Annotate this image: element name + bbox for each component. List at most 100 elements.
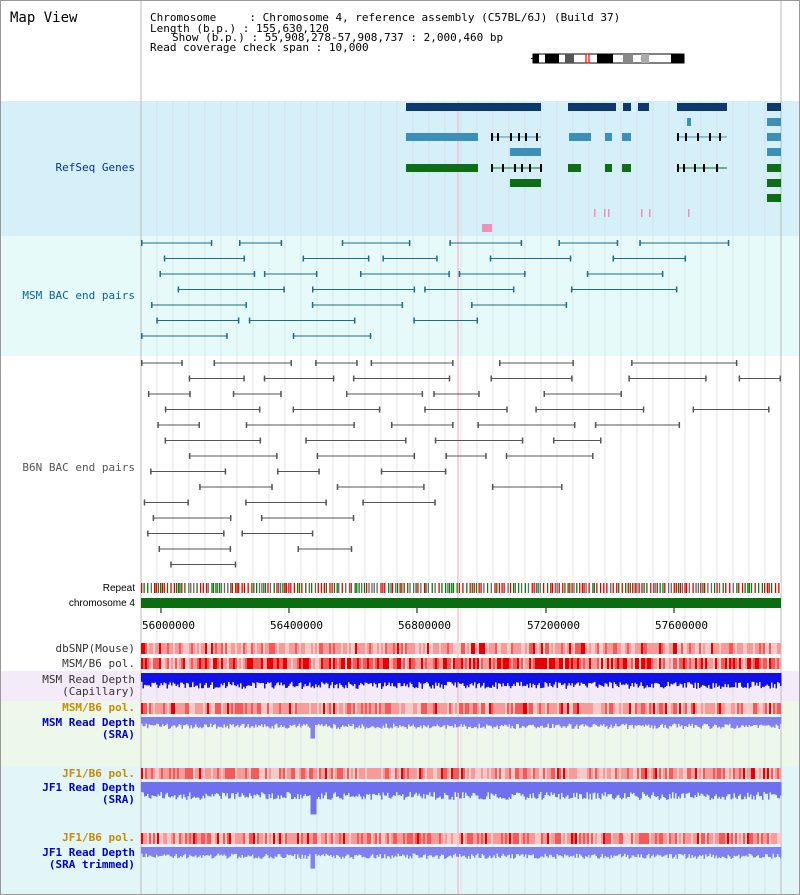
chromosome-ideogram[interactable]	[531, 53, 686, 64]
depth-bar	[282, 782, 284, 798]
repeat-mark	[692, 583, 694, 593]
heat-cell	[415, 643, 417, 654]
depth-bar	[706, 717, 708, 724]
depth-bar	[184, 673, 186, 688]
repeat-mark	[190, 583, 192, 593]
depth-bar	[775, 717, 777, 725]
depth-bar	[588, 717, 590, 727]
heat-cell	[665, 658, 667, 669]
depth-bar	[369, 847, 371, 858]
depth-bar	[477, 673, 479, 685]
heat-cell	[523, 833, 525, 844]
depth-bar	[517, 673, 519, 683]
heat-cell	[577, 658, 579, 669]
heat-cell	[737, 833, 739, 844]
depth-bar	[565, 782, 567, 797]
heat-cell	[757, 658, 759, 669]
repeat-mark	[166, 583, 169, 593]
repeat-mark	[571, 583, 573, 593]
depth-bar	[189, 782, 191, 793]
bac-end	[311, 286, 314, 293]
depth-bar	[295, 847, 297, 859]
depth-bar	[327, 782, 329, 800]
heat-cell	[521, 833, 523, 844]
heat-cell	[437, 833, 439, 844]
depth-bar	[489, 847, 491, 856]
repeat-mark	[695, 583, 697, 593]
depth-bar	[703, 673, 705, 686]
heat-cell	[323, 703, 325, 714]
heat-cell	[325, 658, 327, 669]
heat-cell	[403, 833, 405, 844]
depth-bar	[169, 782, 171, 798]
depth-bar	[423, 847, 425, 856]
heat-cell	[425, 768, 427, 779]
depth-bar	[498, 673, 500, 684]
depth-bar	[505, 782, 507, 800]
heat-cell	[565, 768, 567, 779]
depth-bar	[451, 847, 453, 858]
heat-cell	[661, 658, 663, 669]
depth-bar	[685, 782, 687, 794]
repeat-mark	[325, 583, 327, 593]
depth-bar	[690, 782, 692, 798]
heat-cell	[289, 643, 291, 654]
depth-bar	[466, 847, 468, 859]
depth-bar	[483, 717, 485, 727]
heat-cell	[595, 658, 597, 669]
depth-bar	[460, 717, 462, 724]
depth-bar	[636, 782, 638, 797]
heat-cell	[351, 768, 353, 779]
heat-cell	[463, 833, 465, 844]
heat-cell	[445, 658, 447, 669]
heat-cell	[487, 833, 489, 844]
heat-cell	[341, 833, 343, 844]
bac-end	[639, 240, 641, 246]
heat-cell	[511, 703, 513, 714]
depth-bar	[496, 782, 498, 798]
heat-cell	[551, 768, 553, 779]
repeat-mark	[599, 583, 602, 593]
depth-bar	[682, 847, 684, 856]
heat-cell	[305, 833, 307, 844]
heat-cell	[427, 768, 429, 779]
gene-mark	[604, 209, 606, 217]
depth-bar	[280, 673, 282, 683]
bac-end	[245, 302, 247, 308]
bac-end	[642, 406, 645, 413]
depth-bar	[622, 782, 624, 798]
depth-bar	[687, 717, 689, 728]
depth-bar	[751, 782, 753, 800]
heat-cell	[567, 658, 569, 669]
depth-bar	[583, 673, 585, 684]
depth-bar	[340, 717, 342, 727]
depth-bar	[756, 717, 758, 725]
heat-cell	[625, 658, 627, 669]
heat-cell	[723, 833, 725, 844]
heat-cell	[645, 643, 647, 654]
heat-cell	[151, 768, 153, 779]
heat-cell	[761, 658, 763, 669]
heat-cell	[717, 703, 719, 714]
heat-cell	[767, 768, 769, 779]
depth-bar	[291, 673, 293, 682]
heat-cell	[689, 658, 691, 669]
heat-cell	[485, 643, 487, 654]
repeat-mark	[279, 583, 282, 593]
heat-cell	[219, 658, 221, 669]
depth-bar	[535, 717, 537, 729]
heat-cell	[699, 658, 701, 669]
depth-bar	[745, 847, 747, 856]
depth-bar	[478, 673, 480, 683]
depth-bar	[390, 673, 392, 687]
depth-bar	[366, 673, 368, 683]
depth-bar	[460, 847, 462, 857]
heat-cell	[559, 703, 561, 714]
depth-bar	[619, 847, 621, 854]
depth-bar	[553, 673, 555, 685]
depth-bar	[514, 847, 516, 858]
depth-bar	[690, 673, 692, 684]
depth-bar	[736, 717, 738, 726]
bac-end	[478, 391, 480, 397]
